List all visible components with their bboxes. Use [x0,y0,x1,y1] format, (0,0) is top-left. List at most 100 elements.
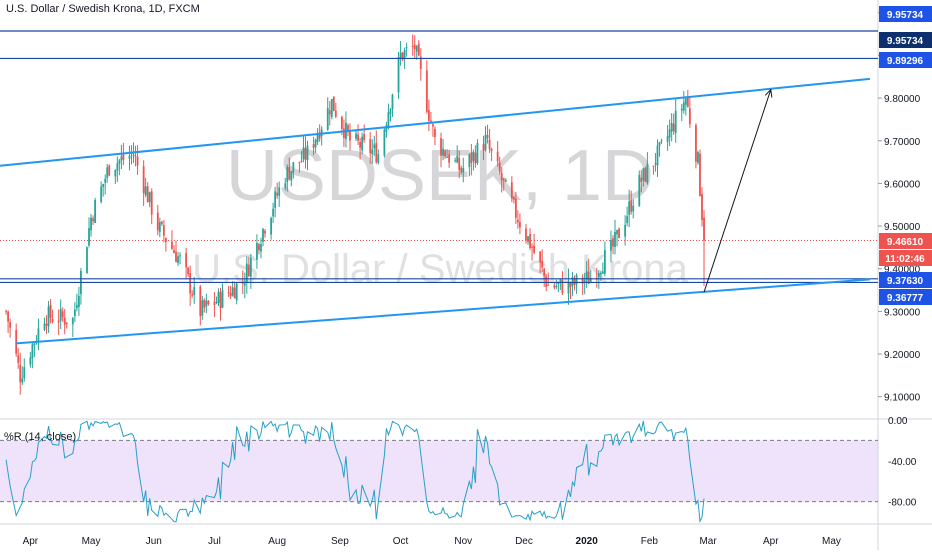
candle-body [569,282,572,288]
candle-body [361,136,364,151]
candle-body [474,152,477,164]
candle-body [330,99,333,117]
candle-body [116,163,119,171]
candle-body [415,46,418,52]
candle-body [179,255,181,257]
time-axis-label: Feb [641,536,659,547]
candle-body [47,306,50,327]
candle-body [413,44,416,50]
candle-body [525,228,527,241]
candle-body [399,52,402,59]
candle-body [674,110,677,134]
price-label-box [879,289,932,305]
candle-body [476,142,479,163]
candle-body [638,175,641,206]
candle-body [120,156,123,161]
candle-body [189,273,192,294]
candle-body [187,267,190,275]
price-label-text: 9.36777 [887,293,924,304]
candle-body [262,229,264,242]
candle-body [567,280,570,294]
candle-body [470,152,473,163]
candle-body [695,125,697,162]
candle-body [177,256,179,264]
candle-body [632,205,635,212]
oscillator-band [0,440,878,502]
candle-body [45,323,48,326]
candle-body [258,244,260,251]
candle-body [626,216,629,223]
candle-body [516,220,519,223]
candle-body [203,299,206,308]
candle-body [326,108,329,130]
watermark-name: U.S. Dollar / Swedish Krona [192,247,689,291]
candle-body [128,155,131,159]
time-axis-label: May [822,536,841,547]
candle-body [231,287,234,296]
candle-body [510,182,513,199]
candle-body [233,287,236,299]
candle-body [286,166,289,183]
candle-body [389,109,392,115]
candle-body [699,153,701,196]
candle-body [490,148,493,152]
candle-body [247,264,250,277]
price-label-text: 9.89296 [887,56,924,67]
candle-body [355,133,357,139]
candle-body [347,125,349,133]
candle-body [264,230,266,234]
candle-body [686,97,689,107]
candle-body [300,160,303,162]
trendline[interactable] [16,278,870,345]
candle-body [193,287,196,296]
candle-body [427,110,430,121]
candle-body [405,47,408,49]
candle-body [429,120,432,123]
price-label-box [879,6,932,22]
candle-body [118,160,121,164]
candle-body [559,278,562,283]
candle-body [185,252,188,268]
candle-body [162,225,165,236]
projection-arrow[interactable] [703,89,772,293]
candle-body [23,367,26,379]
candle-body [373,144,376,149]
candle-body [65,322,68,324]
candle-body [316,134,319,142]
candle-body [86,247,88,274]
candle-body [51,319,54,322]
candle-body [514,198,517,218]
candle-body [387,112,390,128]
candle-body [318,132,321,139]
candle-body [92,218,94,222]
candle-body [19,364,22,383]
candle-body [614,231,616,247]
candle-body [472,151,475,161]
candle-body [160,221,163,224]
price-tick-label: 9.10000 [884,393,921,404]
candle-body [547,284,550,286]
candle-body [670,123,673,132]
candle-body [171,241,173,249]
candle-body [697,152,699,163]
candle-body [243,283,246,286]
trendline[interactable] [0,77,871,167]
candle-body [57,320,60,323]
candle-body [385,125,388,132]
candle-body [688,108,691,125]
candle-body [375,143,378,163]
candle-body [434,128,436,138]
candle-body [328,110,331,115]
candle-body [104,178,107,183]
candle-body [106,167,109,179]
candle-body [539,251,542,263]
candle-body [440,138,442,156]
candle-body [71,318,74,325]
candle-body [486,134,489,139]
candle-body [340,116,343,129]
candle-body [571,276,574,286]
time-axis-label: Aug [268,536,286,547]
candle-body [583,280,586,283]
